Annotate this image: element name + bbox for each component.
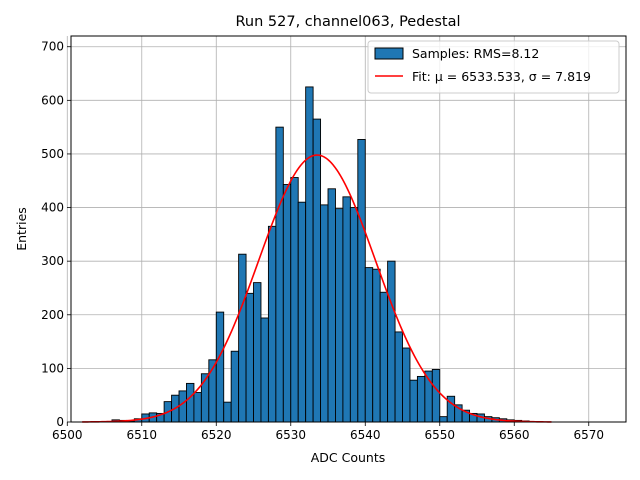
x-tick-label: 6540 (350, 428, 381, 442)
histogram-bars (111, 86, 530, 423)
histogram-bar (409, 379, 418, 423)
histogram-bar (238, 253, 247, 423)
histogram-bar (342, 196, 351, 423)
histogram-bar (364, 267, 374, 423)
histogram-bar (387, 260, 396, 423)
x-tick-label: 6570 (573, 428, 604, 442)
histogram-bar (312, 118, 322, 423)
x-tick-label: 6500 (52, 428, 83, 442)
y-tick-label: 500 (41, 147, 64, 161)
legend-box (367, 40, 620, 94)
histogram-bar (297, 201, 307, 423)
fit-curve (82, 154, 552, 423)
x-axis-label: ADC Counts (311, 450, 386, 465)
histogram-bar (230, 350, 240, 423)
histogram-bar (416, 375, 426, 423)
histogram-bar (335, 208, 344, 423)
histogram-bar (305, 86, 314, 423)
histogram-bar (372, 268, 381, 423)
y-tick-label: 300 (41, 254, 64, 268)
legend-histogram-swatch (374, 47, 404, 60)
y-tick-label: 700 (41, 40, 64, 54)
histogram-bar (320, 204, 329, 423)
x-tick-label: 6520 (201, 428, 232, 442)
y-tick-label: 400 (41, 201, 64, 215)
chart-title: Run 527, channel063, Pedestal (235, 14, 460, 30)
x-axis-ticks: 6500 6510 6520 6530 6540 6550 6560 6570 (52, 422, 604, 442)
legend-fit-label: Fit: μ = 6533.533, σ = 7.819 (412, 69, 591, 84)
legend: Samples: RMS=8.12 Fit: μ = 6533.533, σ =… (367, 40, 620, 94)
x-tick-label: 6550 (424, 428, 455, 442)
x-tick-label: 6560 (499, 428, 530, 442)
legend-histogram-label: Samples: RMS=8.12 (412, 46, 539, 61)
histogram-bar (215, 311, 225, 423)
histogram-bar (282, 184, 292, 423)
y-tick-label: 200 (41, 308, 64, 322)
histogram-bar (253, 282, 262, 423)
histogram-bar (223, 401, 232, 423)
histogram-bar (260, 317, 269, 423)
histogram-bar (290, 177, 299, 423)
histogram-bar (379, 291, 389, 423)
y-tick-label: 600 (41, 93, 64, 107)
histogram-bar (439, 416, 448, 423)
histogram-bar (267, 225, 277, 423)
y-tick-label: 0 (56, 415, 64, 429)
histogram-bar (394, 331, 403, 423)
histogram-bar (186, 382, 195, 423)
axes-frame (70, 35, 627, 423)
x-tick-label: 6510 (126, 428, 157, 442)
y-axis-label: Entries (14, 207, 29, 251)
histogram-bar (357, 139, 366, 423)
histogram-bar (193, 392, 202, 423)
histogram-bar (402, 347, 411, 423)
x-tick-label: 6530 (275, 428, 306, 442)
histogram-bar (431, 369, 441, 423)
histogram-bar (349, 207, 359, 423)
histogram-bar (275, 126, 284, 423)
y-axis-ticks: 0 100 200 300 400 500 600 700 (41, 40, 71, 429)
fit-curve-group (82, 154, 552, 423)
histogram-bar (178, 390, 187, 423)
histogram-bar (327, 188, 336, 423)
histogram-bar (245, 292, 254, 423)
y-tick-label: 100 (41, 361, 64, 375)
